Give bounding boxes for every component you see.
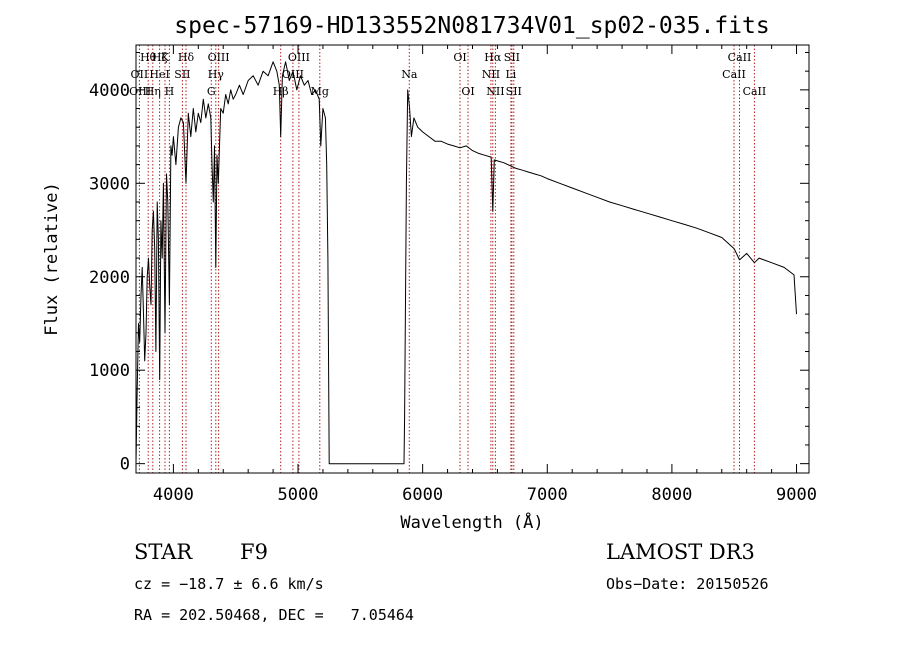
- x-tick-label-2: 6000: [402, 485, 443, 505]
- line-label-1: OII: [131, 68, 149, 81]
- line-label-20: Hα: [484, 51, 502, 64]
- spectrum-series: [135, 61, 797, 465]
- line-label-13: OIII: [288, 51, 310, 64]
- line-label-7: H: [165, 85, 175, 98]
- y-tick-label-0: 0: [120, 455, 130, 475]
- line-label-8: Hδ: [178, 51, 195, 64]
- spectrum-line-0: [135, 61, 797, 465]
- ra-dec-coordinates: RA = 202.50468, DEC = 7.05464: [134, 606, 414, 624]
- line-label-3: Hη: [145, 85, 161, 98]
- x-tick-label-1: 5000: [278, 485, 319, 505]
- line-label-5: HeI: [149, 68, 169, 81]
- object-subclass: F9: [240, 540, 268, 564]
- line-label-10: OIII: [208, 51, 230, 64]
- line-label-23: Li: [505, 68, 516, 81]
- y-tick-label-3: 3000: [89, 174, 130, 194]
- line-label-17: Na: [401, 68, 418, 81]
- object-class: STAR: [134, 540, 193, 564]
- line-label-12: G: [207, 85, 216, 98]
- line-label-14: OIII: [282, 68, 304, 81]
- x-tick-label-0: 4000: [153, 485, 194, 505]
- spectral-line-labels: HθOIIOIIIHηHζHeIKHHδSIIOIIIHγGOIIIOIIIHβ…: [129, 51, 766, 98]
- y-axis-ticks: 0 1000 2000 3000 4000: [89, 51, 809, 475]
- redshift-velocity: cz = −18.7 ± 6.6 km/s: [134, 575, 324, 593]
- line-label-28: CaII: [743, 85, 767, 98]
- x-tick-label-5: 9000: [776, 485, 817, 505]
- line-label-6: K: [161, 51, 170, 64]
- line-label-26: CaII: [728, 51, 752, 64]
- line-label-16: Mg: [311, 85, 329, 98]
- line-label-21: SII: [504, 51, 520, 64]
- y-tick-label-2: 2000: [89, 268, 130, 288]
- x-axis-ticks: 4000 5000 6000 7000 8000 9000: [153, 45, 817, 505]
- x-tick-label-4: 8000: [651, 485, 692, 505]
- chart-title: spec-57169-HD133552N081734V01_sp02-035.f…: [174, 13, 769, 39]
- line-label-11: Hγ: [208, 68, 225, 81]
- line-label-4: Hζ: [152, 51, 168, 64]
- line-label-22: NII: [482, 68, 500, 81]
- y-axis-label: Flux (relative): [42, 182, 62, 336]
- survey-name: LAMOST DR3: [606, 540, 755, 564]
- y-tick-label-4: 4000: [89, 81, 130, 101]
- line-label-0: Hθ: [140, 51, 157, 64]
- line-label-27: CaII: [722, 68, 746, 81]
- line-label-25: SII: [506, 85, 522, 98]
- y-tick-label-1: 1000: [89, 361, 130, 381]
- line-label-19: OI: [461, 85, 474, 98]
- line-label-9: SII: [174, 68, 190, 81]
- spectral-line-markers: [138, 45, 755, 473]
- plot-frame: [135, 44, 810, 474]
- line-label-18: OI: [453, 51, 466, 64]
- x-tick-label-3: 7000: [527, 485, 568, 505]
- line-label-15: Hβ: [273, 85, 289, 98]
- observation-date: Obs−Date: 20150526: [606, 575, 769, 593]
- x-axis-label: Wavelength (Å): [400, 511, 543, 533]
- line-label-2: OIII: [129, 85, 151, 98]
- line-label-24: NII: [486, 85, 504, 98]
